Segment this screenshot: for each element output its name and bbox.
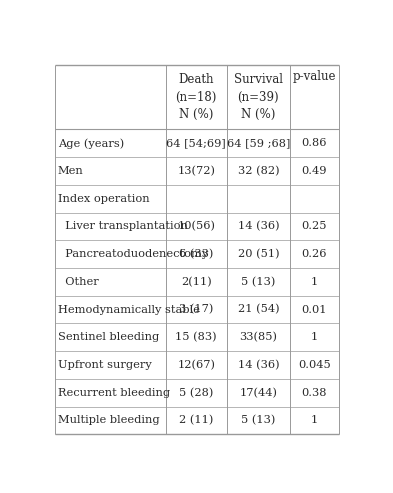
Text: 5 (13): 5 (13) [241, 277, 275, 287]
Text: Index operation: Index operation [58, 194, 149, 204]
Text: 33(85): 33(85) [239, 332, 277, 343]
Text: Men: Men [58, 166, 83, 176]
Text: 0.49: 0.49 [302, 166, 327, 176]
Text: 0.38: 0.38 [302, 387, 327, 398]
Text: Pancreatoduodenectomy: Pancreatoduodenectomy [58, 249, 208, 259]
Text: 10(56): 10(56) [177, 221, 215, 232]
Text: 64 [54;69]: 64 [54;69] [166, 139, 226, 148]
Text: Age (years): Age (years) [58, 138, 124, 148]
Text: Death: Death [178, 73, 214, 86]
Text: p-value: p-value [293, 70, 336, 83]
Text: Liver transplantation: Liver transplantation [58, 221, 187, 231]
Text: 0.26: 0.26 [302, 249, 327, 259]
Text: 21 (54): 21 (54) [237, 304, 279, 315]
Text: 32 (82): 32 (82) [237, 166, 279, 176]
Text: N (%): N (%) [241, 108, 275, 121]
Text: 12(67): 12(67) [177, 360, 215, 370]
Text: Other: Other [58, 277, 98, 287]
Text: Recurrent bleeding: Recurrent bleeding [58, 387, 170, 398]
Text: 1: 1 [311, 332, 318, 342]
Text: 64 [59 ;68]: 64 [59 ;68] [227, 139, 290, 148]
Text: (n=18): (n=18) [176, 91, 217, 104]
Text: Upfront surgery: Upfront surgery [58, 360, 151, 370]
Text: Multiple bleeding: Multiple bleeding [58, 416, 159, 425]
Text: Hemodynamically stable: Hemodynamically stable [58, 305, 200, 315]
Text: 5 (28): 5 (28) [179, 387, 213, 398]
Text: 6 (33): 6 (33) [179, 249, 213, 259]
Text: 2 (11): 2 (11) [179, 415, 213, 425]
Text: (n=39): (n=39) [237, 91, 279, 104]
Text: 0.045: 0.045 [298, 360, 331, 370]
Text: Survival: Survival [234, 73, 283, 86]
Text: 13(72): 13(72) [177, 166, 215, 176]
Text: 1: 1 [311, 416, 318, 425]
Text: 14 (36): 14 (36) [237, 360, 279, 370]
Text: 20 (51): 20 (51) [237, 249, 279, 259]
Text: 0.25: 0.25 [302, 221, 327, 231]
Text: 17(44): 17(44) [239, 387, 277, 398]
Text: 5 (13): 5 (13) [241, 415, 275, 425]
Text: 0.86: 0.86 [302, 139, 327, 148]
Text: N (%): N (%) [179, 108, 213, 121]
Text: 0.01: 0.01 [302, 305, 327, 315]
Text: 14 (36): 14 (36) [237, 221, 279, 232]
Text: 3 (17): 3 (17) [179, 304, 213, 315]
Text: 2(11): 2(11) [181, 277, 212, 287]
Text: 1: 1 [311, 277, 318, 287]
Text: Sentinel bleeding: Sentinel bleeding [58, 332, 159, 342]
Text: 15 (83): 15 (83) [176, 332, 217, 343]
